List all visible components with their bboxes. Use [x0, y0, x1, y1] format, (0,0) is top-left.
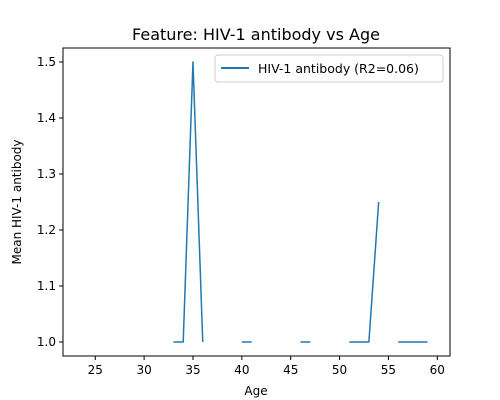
x-tick-label: 60 [430, 363, 445, 377]
y-axis-label: Mean HIV-1 antibody [10, 139, 24, 264]
x-tick-label: 40 [234, 363, 249, 377]
legend-box [214, 54, 444, 83]
x-axis-label: Age [244, 384, 267, 398]
y-tick-label: 1.4 [37, 111, 56, 125]
x-tick-label: 35 [185, 363, 200, 377]
x-tick-label: 50 [332, 363, 347, 377]
legend: HIV-1 antibody (R2=0.06) [214, 54, 444, 83]
series-0-segment-0 [173, 61, 204, 343]
y-tick-label: 1.1 [37, 279, 56, 293]
y-tick-label: 1.5 [37, 55, 56, 69]
plot-lines [173, 61, 428, 343]
series-0-segment-3 [349, 201, 380, 343]
x-tick-label: 30 [136, 363, 151, 377]
plot-frame [62, 47, 451, 357]
y-axis-ticks: 1.0 1.1 1.2 1.3 1.4 1.5 [37, 55, 63, 349]
y-tick-label: 1.3 [37, 167, 56, 181]
x-axis-ticks: 25 30 35 40 45 50 55 60 [88, 356, 445, 377]
x-tick-label: 45 [283, 363, 298, 377]
legend-entry: HIV-1 antibody (R2=0.06) [258, 61, 419, 76]
chart-title: Feature: HIV-1 antibody vs Age [132, 25, 380, 44]
x-tick-label: 25 [88, 363, 103, 377]
y-tick-label: 1.0 [37, 335, 56, 349]
x-tick-label: 55 [381, 363, 396, 377]
y-tick-label: 1.2 [37, 223, 56, 237]
